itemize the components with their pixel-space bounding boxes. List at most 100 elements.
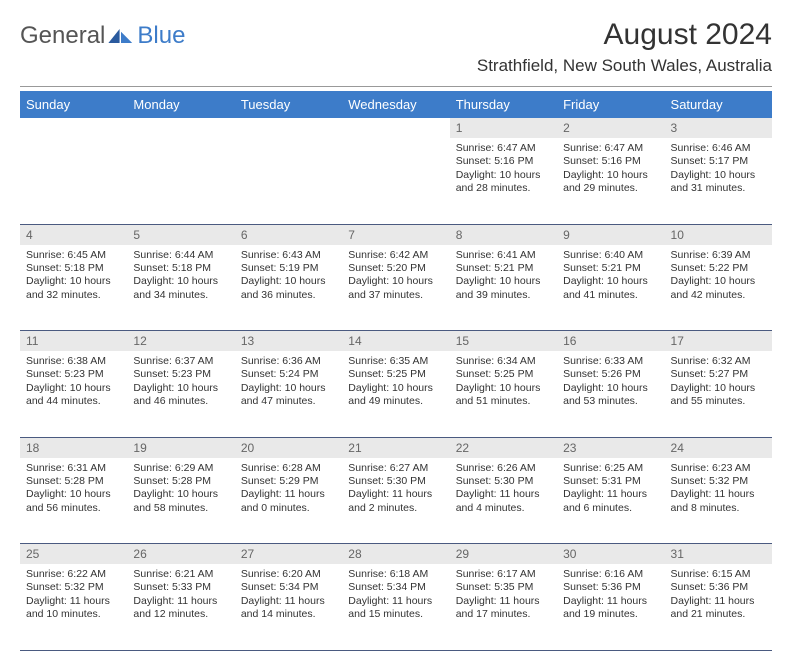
daylight-text-2: and 0 minutes. <box>241 502 336 515</box>
day-cell: Sunrise: 6:21 AMSunset: 5:33 PMDaylight:… <box>127 564 234 650</box>
daylight-text: Daylight: 10 hours <box>671 382 766 395</box>
daylight-text-2: and 32 minutes. <box>26 289 121 302</box>
sunset-text: Sunset: 5:22 PM <box>671 262 766 275</box>
sunset-text: Sunset: 5:34 PM <box>348 581 443 594</box>
daylight-text: Daylight: 10 hours <box>563 382 658 395</box>
daylight-text: Daylight: 11 hours <box>348 595 443 608</box>
sunset-text: Sunset: 5:23 PM <box>26 368 121 381</box>
daylight-text-2: and 53 minutes. <box>563 395 658 408</box>
day-cell <box>127 138 234 224</box>
col-wednesday: Wednesday <box>342 91 449 118</box>
daylight-text-2: and 2 minutes. <box>348 502 443 515</box>
logo: General Blue <box>20 22 185 50</box>
sunset-text: Sunset: 5:32 PM <box>671 475 766 488</box>
day-number: 15 <box>450 331 557 352</box>
day-number: 5 <box>127 224 234 245</box>
daylight-text-2: and 51 minutes. <box>456 395 551 408</box>
sunrise-text: Sunrise: 6:31 AM <box>26 462 121 475</box>
day-number: 4 <box>20 224 127 245</box>
sunset-text: Sunset: 5:16 PM <box>456 155 551 168</box>
daylight-text-2: and 15 minutes. <box>348 608 443 621</box>
sunset-text: Sunset: 5:31 PM <box>563 475 658 488</box>
sunrise-text: Sunrise: 6:47 AM <box>456 142 551 155</box>
daynum-row: 11121314151617 <box>20 331 772 352</box>
daylight-text: Daylight: 10 hours <box>133 488 228 501</box>
day-cell: Sunrise: 6:22 AMSunset: 5:32 PMDaylight:… <box>20 564 127 650</box>
sunrise-text: Sunrise: 6:27 AM <box>348 462 443 475</box>
day-cell: Sunrise: 6:23 AMSunset: 5:32 PMDaylight:… <box>665 458 772 544</box>
col-friday: Friday <box>557 91 664 118</box>
day-number: 16 <box>557 331 664 352</box>
day-number: 7 <box>342 224 449 245</box>
daynum-row: 18192021222324 <box>20 437 772 458</box>
daylight-text: Daylight: 10 hours <box>241 275 336 288</box>
day-number: 31 <box>665 544 772 565</box>
day-number: 30 <box>557 544 664 565</box>
sunset-text: Sunset: 5:27 PM <box>671 368 766 381</box>
col-monday: Monday <box>127 91 234 118</box>
sunset-text: Sunset: 5:28 PM <box>26 475 121 488</box>
daylight-text: Daylight: 11 hours <box>671 595 766 608</box>
daylight-text: Daylight: 10 hours <box>133 275 228 288</box>
daylight-text: Daylight: 11 hours <box>563 488 658 501</box>
sunrise-text: Sunrise: 6:35 AM <box>348 355 443 368</box>
sunrise-text: Sunrise: 6:32 AM <box>671 355 766 368</box>
day-cell <box>20 138 127 224</box>
sunset-text: Sunset: 5:21 PM <box>456 262 551 275</box>
day-cell: Sunrise: 6:42 AMSunset: 5:20 PMDaylight:… <box>342 245 449 331</box>
sunrise-text: Sunrise: 6:45 AM <box>26 249 121 262</box>
day-number: 29 <box>450 544 557 565</box>
day-number: 23 <box>557 437 664 458</box>
day-cell: Sunrise: 6:35 AMSunset: 5:25 PMDaylight:… <box>342 351 449 437</box>
day-number: 10 <box>665 224 772 245</box>
sunrise-text: Sunrise: 6:23 AM <box>671 462 766 475</box>
day-cell: Sunrise: 6:45 AMSunset: 5:18 PMDaylight:… <box>20 245 127 331</box>
daylight-text: Daylight: 11 hours <box>133 595 228 608</box>
sunrise-text: Sunrise: 6:18 AM <box>348 568 443 581</box>
day-number: 9 <box>557 224 664 245</box>
day-cell: Sunrise: 6:15 AMSunset: 5:36 PMDaylight:… <box>665 564 772 650</box>
daylight-text-2: and 19 minutes. <box>563 608 658 621</box>
day-number: 21 <box>342 437 449 458</box>
sunrise-text: Sunrise: 6:21 AM <box>133 568 228 581</box>
day-cell: Sunrise: 6:47 AMSunset: 5:16 PMDaylight:… <box>450 138 557 224</box>
daylight-text-2: and 6 minutes. <box>563 502 658 515</box>
sunset-text: Sunset: 5:19 PM <box>241 262 336 275</box>
day-cell: Sunrise: 6:27 AMSunset: 5:30 PMDaylight:… <box>342 458 449 544</box>
day-number: 17 <box>665 331 772 352</box>
daylight-text-2: and 29 minutes. <box>563 182 658 195</box>
day-cell: Sunrise: 6:34 AMSunset: 5:25 PMDaylight:… <box>450 351 557 437</box>
daylight-text-2: and 39 minutes. <box>456 289 551 302</box>
sunrise-text: Sunrise: 6:22 AM <box>26 568 121 581</box>
daylight-text: Daylight: 10 hours <box>563 275 658 288</box>
daylight-text-2: and 58 minutes. <box>133 502 228 515</box>
daylight-text: Daylight: 11 hours <box>348 488 443 501</box>
sunset-text: Sunset: 5:32 PM <box>26 581 121 594</box>
daynum-row: 25262728293031 <box>20 544 772 565</box>
sunrise-text: Sunrise: 6:16 AM <box>563 568 658 581</box>
day-number <box>235 118 342 138</box>
day-number <box>20 118 127 138</box>
sunrise-text: Sunrise: 6:37 AM <box>133 355 228 368</box>
week-row: Sunrise: 6:31 AMSunset: 5:28 PMDaylight:… <box>20 458 772 544</box>
daylight-text-2: and 21 minutes. <box>671 608 766 621</box>
day-number: 24 <box>665 437 772 458</box>
sunset-text: Sunset: 5:21 PM <box>563 262 658 275</box>
day-cell: Sunrise: 6:20 AMSunset: 5:34 PMDaylight:… <box>235 564 342 650</box>
day-number: 28 <box>342 544 449 565</box>
daylight-text: Daylight: 10 hours <box>26 488 121 501</box>
sunset-text: Sunset: 5:18 PM <box>133 262 228 275</box>
daylight-text: Daylight: 11 hours <box>563 595 658 608</box>
day-cell: Sunrise: 6:40 AMSunset: 5:21 PMDaylight:… <box>557 245 664 331</box>
sunrise-text: Sunrise: 6:29 AM <box>133 462 228 475</box>
daylight-text-2: and 4 minutes. <box>456 502 551 515</box>
daylight-text: Daylight: 11 hours <box>456 488 551 501</box>
weekday-header-row: Sunday Monday Tuesday Wednesday Thursday… <box>20 91 772 118</box>
daylight-text: Daylight: 10 hours <box>133 382 228 395</box>
daylight-text: Daylight: 10 hours <box>26 382 121 395</box>
day-cell <box>342 138 449 224</box>
week-row: Sunrise: 6:45 AMSunset: 5:18 PMDaylight:… <box>20 245 772 331</box>
sunrise-text: Sunrise: 6:25 AM <box>563 462 658 475</box>
sunrise-text: Sunrise: 6:44 AM <box>133 249 228 262</box>
sunrise-text: Sunrise: 6:28 AM <box>241 462 336 475</box>
